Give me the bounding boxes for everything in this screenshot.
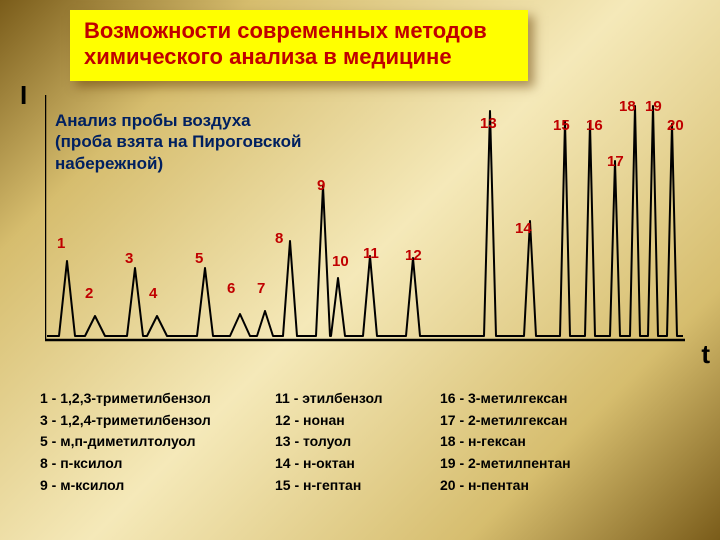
peak-label-12: 12: [405, 247, 422, 264]
legend-item: 8 - п-ксилол: [40, 453, 211, 475]
peak-label-13: 13: [480, 115, 497, 132]
title-text: Возможности современных методов химическ…: [84, 18, 487, 69]
legend-item: 15 - н-гептан: [275, 475, 383, 497]
peak-label-5: 5: [195, 250, 203, 267]
legend-item: 11 - этилбензол: [275, 388, 383, 410]
peak-label-7: 7: [257, 280, 265, 297]
peak-label-1: 1: [57, 235, 65, 252]
legend-item: 14 - н-октан: [275, 453, 383, 475]
peak-label-4: 4: [149, 285, 157, 302]
peak-label-9: 9: [317, 177, 325, 194]
peak-label-2: 2: [85, 285, 93, 302]
peak-label-17: 17: [607, 153, 624, 170]
legend-item: 18 - н-гексан: [440, 431, 571, 453]
peak-label-6: 6: [227, 280, 235, 297]
peak-label-15: 15: [553, 117, 570, 134]
legend-item: 20 - н-пентан: [440, 475, 571, 497]
legend-item: 16 - 3-метилгексан: [440, 388, 571, 410]
peak-label-16: 16: [586, 117, 603, 134]
peak-label-19: 19: [645, 98, 662, 115]
subtitle-text: Анализ пробы воздуха(проба взята на Пиро…: [55, 111, 301, 173]
peak-label-8: 8: [275, 230, 283, 247]
subtitle: Анализ пробы воздуха(проба взята на Пиро…: [55, 110, 301, 174]
legend-item: 3 - 1,2,4-триметилбензол: [40, 410, 211, 432]
axis-t-label: t: [701, 339, 710, 370]
legend-item: 17 - 2-метилгексан: [440, 410, 571, 432]
legend-item: 9 - м-ксилол: [40, 475, 211, 497]
legend-item: 13 - толуол: [275, 431, 383, 453]
legend-col-2: 16 - 3-метилгексан17 - 2-метилгексан18 -…: [440, 388, 571, 496]
peak-label-11: 11: [363, 245, 379, 262]
peak-label-10: 10: [332, 253, 349, 270]
title-box: Возможности современных методов химическ…: [70, 10, 528, 81]
legend-item: 12 - нонан: [275, 410, 383, 432]
legend-col-1: 11 - этилбензол12 - нонан13 - толуол14 -…: [275, 388, 383, 496]
axis-i-label: I: [20, 80, 27, 111]
peak-label-3: 3: [125, 250, 133, 267]
legend-item: 19 - 2-метилпентан: [440, 453, 571, 475]
legend-item: 1 - 1,2,3-триметилбензол: [40, 388, 211, 410]
peak-label-20: 20: [667, 117, 684, 134]
legend-col-0: 1 - 1,2,3-триметилбензол3 - 1,2,4-тримет…: [40, 388, 211, 496]
peak-label-14: 14: [515, 220, 532, 237]
legend-item: 5 - м,п-диметилтолуол: [40, 431, 211, 453]
peak-label-18: 18: [619, 98, 636, 115]
